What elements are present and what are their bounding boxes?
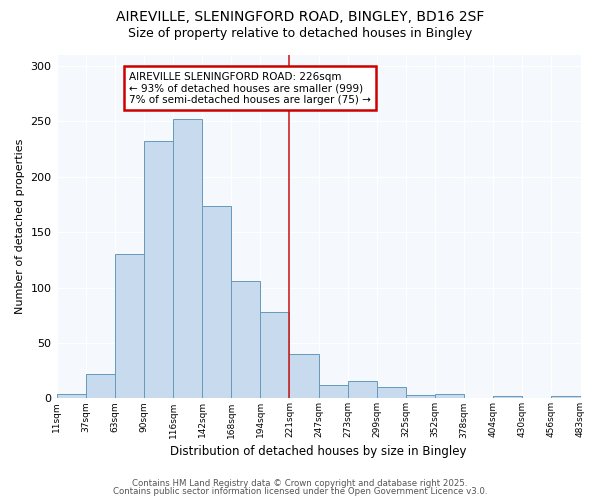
Bar bbox=[551, 396, 581, 398]
Bar bbox=[493, 396, 522, 398]
Bar bbox=[260, 312, 289, 398]
Bar bbox=[289, 354, 319, 399]
Text: Contains HM Land Registry data © Crown copyright and database right 2025.: Contains HM Land Registry data © Crown c… bbox=[132, 478, 468, 488]
Bar bbox=[231, 281, 260, 398]
Bar bbox=[435, 394, 464, 398]
Bar bbox=[377, 388, 406, 398]
Text: AIREVILLE SLENINGFORD ROAD: 226sqm
← 93% of detached houses are smaller (999)
7%: AIREVILLE SLENINGFORD ROAD: 226sqm ← 93%… bbox=[130, 72, 371, 105]
Text: Size of property relative to detached houses in Bingley: Size of property relative to detached ho… bbox=[128, 28, 472, 40]
Bar bbox=[406, 395, 435, 398]
Bar bbox=[144, 142, 173, 398]
Bar bbox=[202, 206, 231, 398]
Bar bbox=[173, 119, 202, 398]
Text: Contains public sector information licensed under the Open Government Licence v3: Contains public sector information licen… bbox=[113, 487, 487, 496]
Text: AIREVILLE, SLENINGFORD ROAD, BINGLEY, BD16 2SF: AIREVILLE, SLENINGFORD ROAD, BINGLEY, BD… bbox=[116, 10, 484, 24]
Y-axis label: Number of detached properties: Number of detached properties bbox=[15, 139, 25, 314]
Bar bbox=[56, 394, 86, 398]
X-axis label: Distribution of detached houses by size in Bingley: Distribution of detached houses by size … bbox=[170, 444, 467, 458]
Bar bbox=[319, 385, 347, 398]
Bar bbox=[115, 254, 144, 398]
Bar bbox=[347, 380, 377, 398]
Bar bbox=[86, 374, 115, 398]
